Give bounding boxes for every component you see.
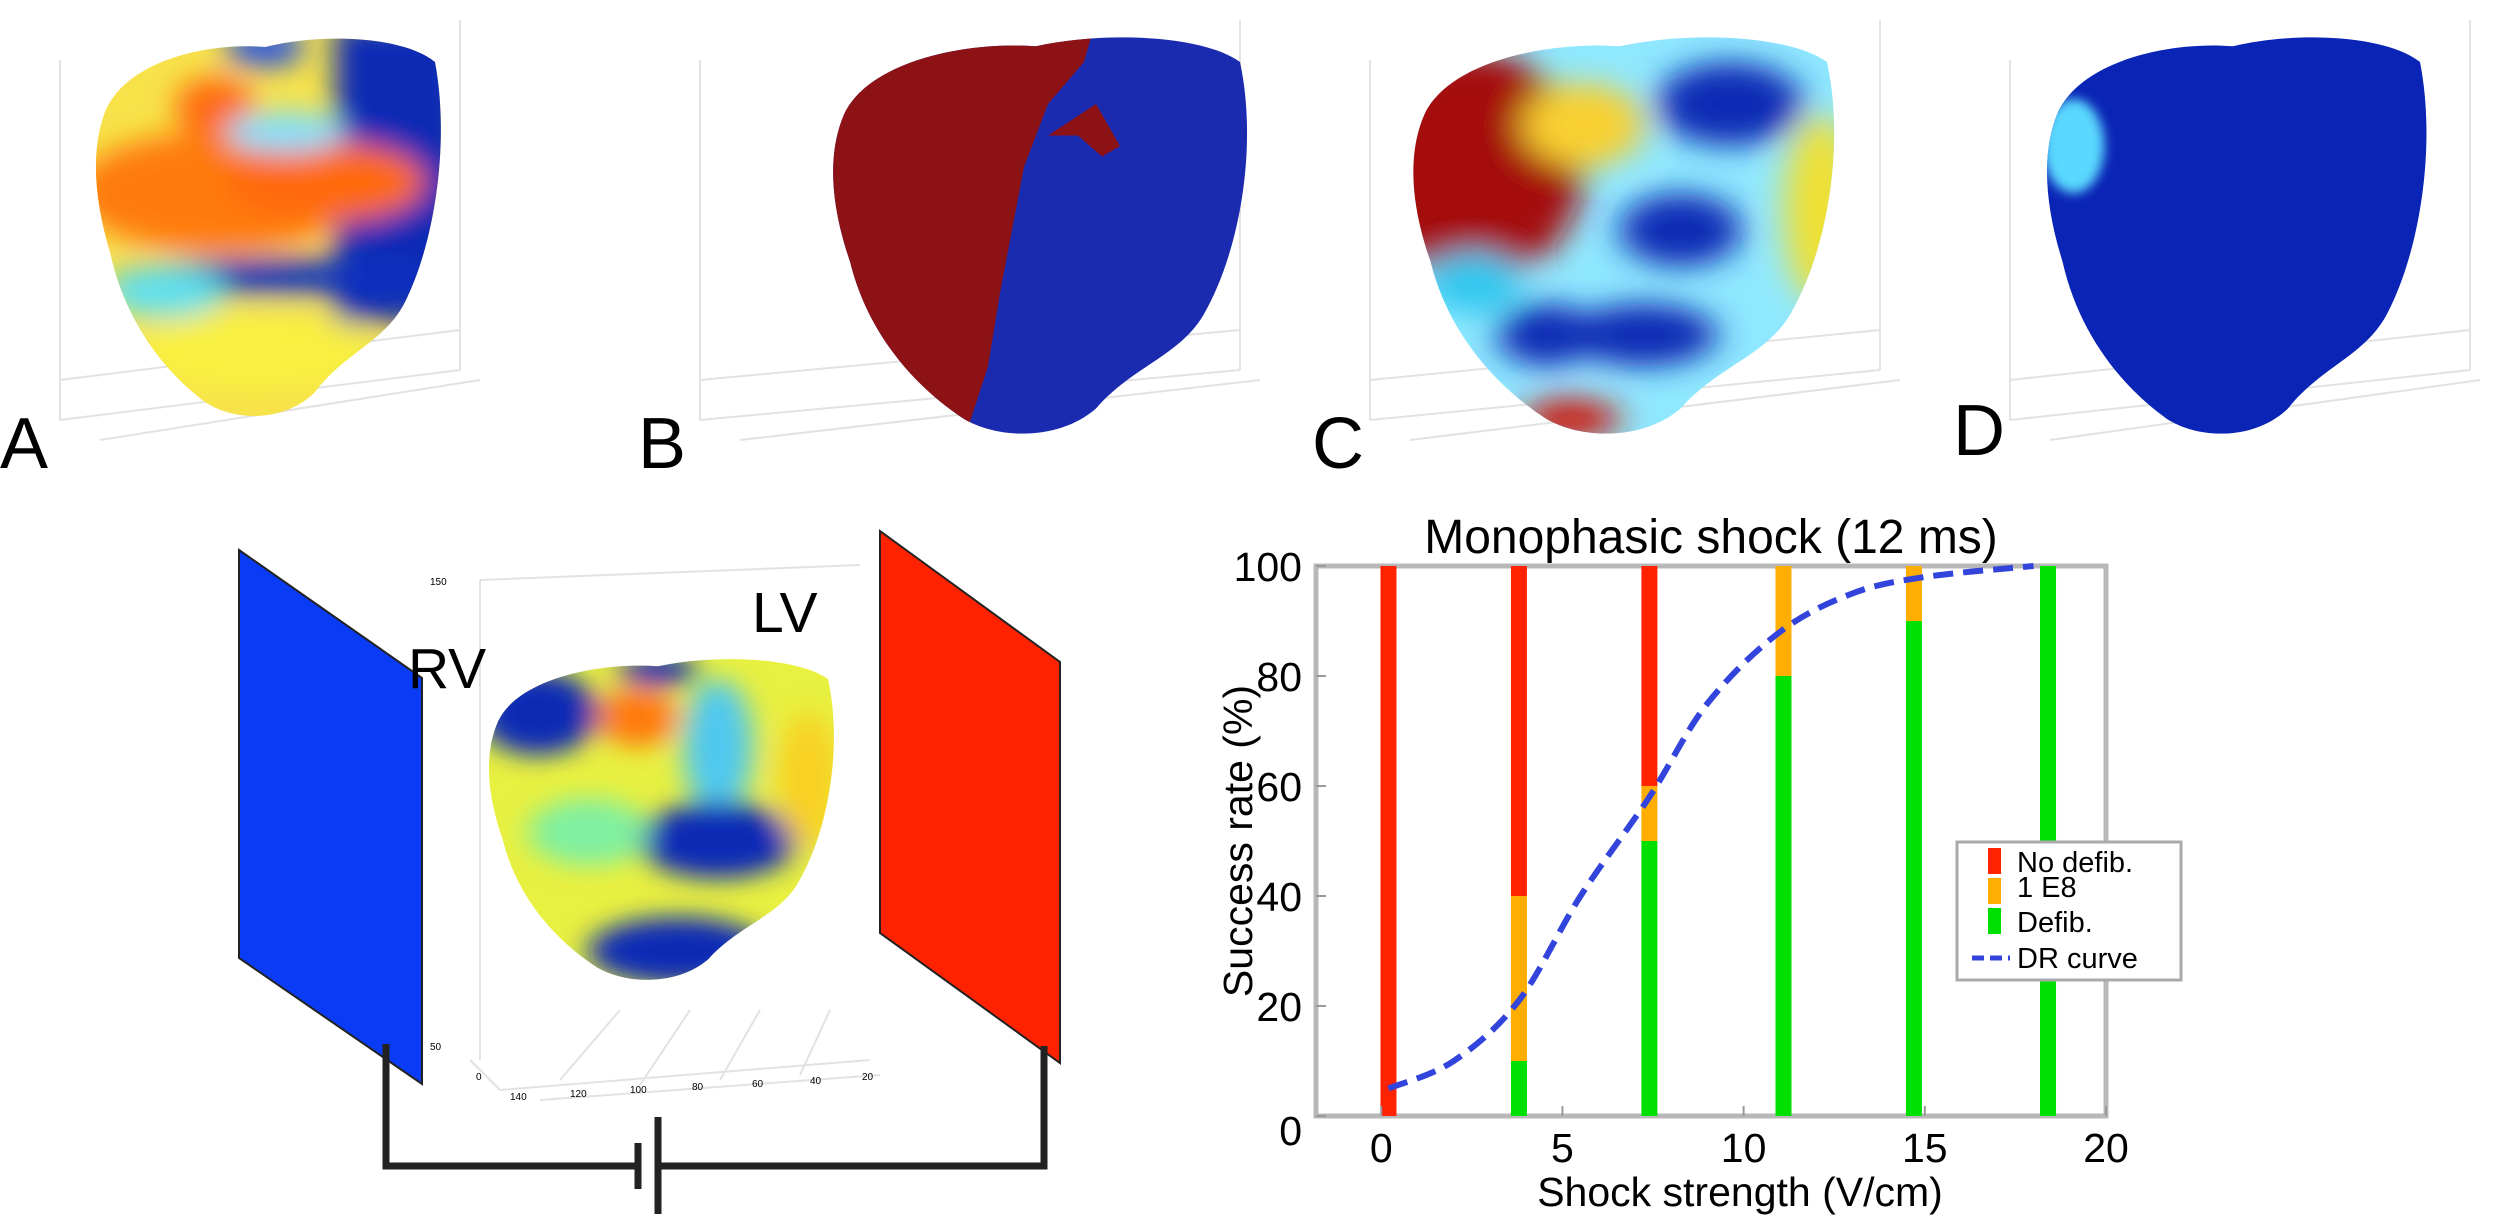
- bar-segment-defib: [1641, 841, 1658, 1116]
- panel-a: A: [0, 20, 481, 484]
- y-tick-label: 60: [1256, 764, 1302, 810]
- x-tick-label: 15: [1902, 1125, 1948, 1171]
- bar-segment-no-defib: [1380, 566, 1397, 1116]
- panel-label-b: B: [638, 404, 686, 484]
- axis-ticks: 0 5 10 15 20 0 20 40 60 80 100: [1234, 544, 2129, 1171]
- heart-map-a: [95, 38, 441, 416]
- dose-response-chart: Monophasic shock (12 ms) 0 5 10 15 20 0 20 40 60…: [1215, 511, 2183, 1215]
- heart-map-b: [833, 37, 1248, 434]
- y-tick-label: 40: [1256, 874, 1302, 920]
- bar-segment-defib: [1510, 1061, 1527, 1116]
- legend-swatch-e8: [1988, 878, 2001, 904]
- lv-label: LV: [752, 581, 818, 645]
- setup-grid: [469, 564, 881, 1101]
- legend-label-dr-curve: DR curve: [2017, 943, 2138, 975]
- bar-segment-no-defib: [1510, 566, 1527, 896]
- axis-tick: 60: [752, 1079, 764, 1090]
- bar-segment-defib: [1775, 676, 1792, 1116]
- x-tick-label: 5: [1551, 1125, 1574, 1171]
- y-tick-label: 100: [1234, 544, 1302, 590]
- legend-label-defib: Defib.: [2017, 907, 2093, 939]
- lv-electrode-plate: [879, 529, 1061, 1065]
- y-tick-label: 20: [1256, 984, 1302, 1030]
- axis-tick: 100: [630, 1085, 647, 1096]
- legend-label-no-defib: No defib.: [2017, 847, 2133, 879]
- panel-b: B: [638, 20, 1261, 484]
- y-axis-label: Success rate (%): [1215, 685, 1261, 997]
- bar-segment-defib: [1905, 621, 1922, 1116]
- axis-tick: 140: [510, 1092, 527, 1103]
- y-tick-label: 0: [1279, 1108, 1302, 1154]
- legend-swatch-defib: [1988, 908, 2001, 934]
- bar-segment-e8: [1510, 896, 1527, 1061]
- axis-tick: 20: [862, 1072, 874, 1083]
- legend-swatch-no-defib: [1988, 848, 2001, 874]
- chart-title: Monophasic shock (12 ms): [1424, 511, 1998, 564]
- dr-curve-line: [1387, 563, 2034, 1092]
- heart-map-setup: [488, 659, 834, 980]
- electrode-setup-diagram: 150 50 0 140 120 100 80 60 40 20: [238, 529, 1061, 1214]
- axis-tick-y: 50: [430, 1042, 442, 1053]
- axis-tick: 80: [692, 1082, 704, 1093]
- axis-tick-origin: 0: [476, 1072, 482, 1083]
- axis-ticks-x: 140 120 100 80 60 40 20: [510, 1072, 874, 1103]
- rv-electrode-plate: [238, 548, 423, 1086]
- axis-tick: 40: [810, 1076, 822, 1087]
- panel-label-a: A: [0, 404, 48, 484]
- x-tick-label: 0: [1370, 1125, 1393, 1171]
- axis-tick: 120: [570, 1089, 587, 1100]
- bar-segment-no-defib: [1641, 566, 1658, 786]
- heart-map-c: [1413, 37, 1835, 434]
- panel-label-d: D: [1953, 391, 2005, 471]
- bar-segment-e8: [1775, 566, 1792, 676]
- x-tick-label: 20: [2083, 1125, 2129, 1171]
- bar-segment-e8: [1905, 566, 1922, 621]
- legend-label-e8: 1 E8: [2017, 872, 2077, 904]
- panel-d: D: [1953, 20, 2481, 471]
- heart-map-d: [2047, 37, 2427, 434]
- panel-c: C: [1312, 20, 1901, 484]
- x-axis-label: Shock strength (V/cm): [1537, 1169, 1943, 1215]
- legend: No defib. 1 E8 Defib. DR curve: [1955, 840, 2183, 982]
- rv-label: RV: [408, 637, 486, 701]
- y-tick-label: 80: [1256, 654, 1302, 700]
- circuit-wire: [382, 1044, 1048, 1170]
- panel-label-c: C: [1312, 404, 1364, 484]
- axis-tick-z: 150: [430, 577, 447, 588]
- x-tick-label: 10: [1721, 1125, 1767, 1171]
